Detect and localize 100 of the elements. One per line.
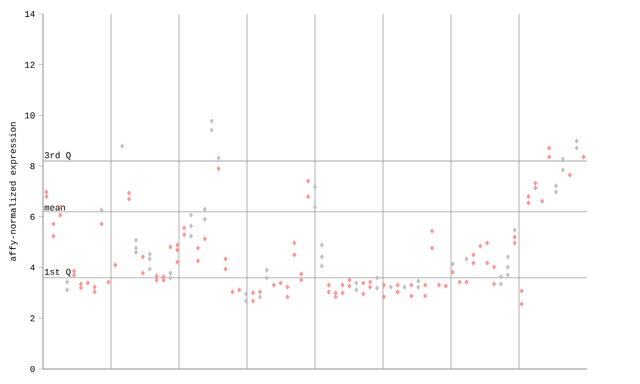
point — [251, 290, 255, 296]
point — [320, 264, 324, 268]
point — [354, 280, 358, 286]
point — [354, 287, 358, 292]
point — [264, 268, 269, 272]
point — [540, 198, 544, 204]
point — [230, 290, 234, 294]
point — [512, 240, 517, 246]
point — [92, 284, 96, 290]
point — [499, 282, 503, 286]
point — [182, 232, 186, 237]
point — [175, 242, 180, 248]
point — [568, 172, 572, 178]
point — [388, 284, 393, 290]
point — [175, 260, 180, 264]
point — [258, 294, 262, 300]
point — [79, 282, 83, 286]
point — [313, 204, 317, 210]
point — [464, 256, 468, 262]
point — [189, 212, 193, 218]
point — [189, 234, 193, 239]
point — [561, 156, 565, 162]
point — [320, 242, 324, 248]
point — [224, 266, 228, 272]
point — [574, 146, 579, 151]
point — [396, 290, 400, 294]
point — [554, 184, 558, 188]
point — [168, 244, 172, 250]
y-tick-label: 6 — [30, 214, 35, 220]
point — [361, 280, 366, 286]
point — [526, 200, 530, 206]
point — [396, 282, 400, 288]
point — [216, 156, 220, 160]
point — [286, 284, 290, 290]
point — [485, 240, 489, 246]
point — [534, 186, 538, 190]
point — [127, 190, 131, 196]
ref-line-label: 3rd Q — [44, 152, 71, 160]
point — [320, 254, 324, 260]
point — [202, 217, 207, 222]
point — [561, 168, 565, 172]
point — [306, 194, 310, 199]
y-tick-label: 14 — [25, 11, 35, 17]
point — [202, 206, 207, 212]
point — [134, 238, 138, 243]
point — [51, 234, 56, 239]
point — [244, 292, 248, 296]
point — [368, 284, 372, 290]
point — [520, 302, 524, 306]
point — [382, 282, 386, 288]
point — [492, 264, 496, 270]
point — [512, 228, 517, 232]
point — [286, 294, 290, 300]
point — [423, 294, 428, 298]
point — [148, 266, 152, 272]
y-tick-label: 4 — [30, 264, 35, 271]
point — [224, 256, 228, 262]
point — [410, 282, 414, 288]
point — [216, 166, 220, 172]
point — [148, 252, 152, 257]
point — [100, 208, 104, 212]
point — [416, 278, 420, 284]
point — [450, 270, 455, 275]
point — [574, 138, 579, 144]
point — [547, 154, 551, 160]
point — [547, 146, 551, 151]
point — [51, 222, 56, 226]
y-axis-title: affy-normalized expression — [9, 122, 18, 261]
point — [196, 258, 200, 264]
point — [402, 284, 406, 290]
point — [278, 280, 282, 286]
point — [450, 262, 455, 266]
point — [141, 270, 145, 276]
point — [134, 246, 138, 250]
point — [237, 287, 242, 292]
point — [106, 280, 110, 284]
point — [512, 234, 517, 240]
point — [582, 154, 586, 160]
point — [251, 298, 255, 304]
point — [437, 282, 441, 288]
point — [168, 276, 172, 280]
point — [506, 264, 510, 270]
point — [348, 278, 352, 282]
point — [292, 252, 296, 258]
point — [416, 284, 420, 290]
point — [554, 190, 558, 194]
point — [299, 278, 304, 282]
point — [58, 212, 62, 218]
point — [499, 274, 503, 280]
y-tick-label: 10 — [25, 112, 35, 118]
point — [375, 286, 379, 290]
y-tick-label: 2 — [30, 315, 35, 322]
point — [72, 272, 76, 278]
y-tick-label: 8 — [30, 163, 35, 170]
point — [458, 280, 462, 284]
point — [464, 280, 468, 284]
point — [264, 276, 269, 280]
point — [492, 282, 496, 286]
point — [348, 284, 352, 288]
point — [182, 226, 186, 230]
